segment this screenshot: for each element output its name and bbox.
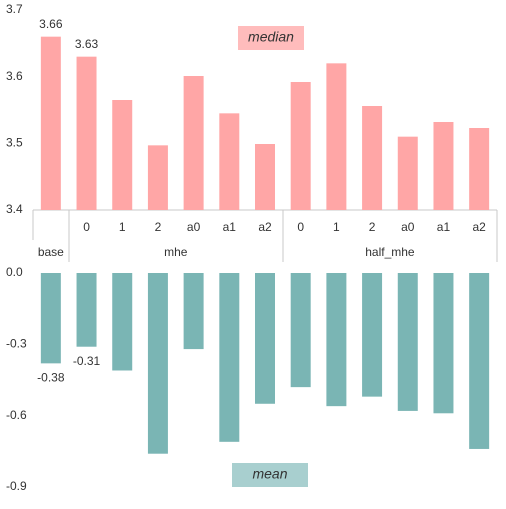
x-tick-label: a2 <box>258 220 272 234</box>
bar <box>112 273 133 371</box>
x-tick-label: 2 <box>155 220 162 234</box>
x-tick-label: a2 <box>472 220 486 234</box>
group-label: base <box>38 245 64 259</box>
bar <box>147 273 168 454</box>
bar <box>362 106 383 210</box>
x-tick-label: a1 <box>437 220 451 234</box>
bar <box>76 273 97 347</box>
bar <box>397 136 418 210</box>
bar <box>183 273 204 350</box>
bar <box>290 82 311 210</box>
bar <box>290 273 311 388</box>
y-tick-label: 3.4 <box>6 202 23 216</box>
title-box <box>232 463 308 487</box>
x-tick-label: 1 <box>333 220 340 234</box>
x-tick-label: a0 <box>187 220 201 234</box>
bar <box>433 273 454 414</box>
bar <box>469 128 490 210</box>
y-tick-label: -0.6 <box>6 408 27 422</box>
bar <box>219 273 240 442</box>
x-tick-label: a1 <box>223 220 237 234</box>
x-tick-label: 0 <box>83 220 90 234</box>
bar <box>362 273 383 397</box>
title-box <box>238 26 304 50</box>
x-tick-label: 0 <box>297 220 304 234</box>
bar <box>147 145 168 210</box>
y-tick-label: 0.0 <box>6 265 23 279</box>
group-label: half_mhe <box>365 245 415 259</box>
y-tick-label: 3.6 <box>6 69 23 83</box>
data-label: -0.31 <box>73 354 101 368</box>
chart-title: median <box>248 29 294 45</box>
bar <box>255 273 275 404</box>
bar <box>397 273 418 411</box>
y-tick-label: 3.5 <box>6 136 23 150</box>
y-tick-label: 3.7 <box>6 2 23 16</box>
data-label: -0.38 <box>37 371 65 385</box>
bar <box>433 122 454 210</box>
y-tick-label: -0.9 <box>6 479 27 493</box>
x-tick-label: 2 <box>369 220 376 234</box>
x-tick-label: 1 <box>119 220 126 234</box>
bar <box>469 273 490 449</box>
bar <box>326 273 347 407</box>
bar <box>255 144 275 210</box>
y-tick-label: -0.3 <box>6 337 27 351</box>
bar <box>40 36 61 210</box>
x-tick-label: a0 <box>401 220 415 234</box>
bar <box>40 273 61 364</box>
bar <box>76 56 97 210</box>
bar <box>326 63 347 211</box>
group-label: mhe <box>164 245 188 259</box>
data-label: 3.63 <box>75 37 99 51</box>
chart-title: mean <box>252 466 287 482</box>
bar <box>219 113 240 210</box>
bar <box>112 100 133 210</box>
data-label: 3.66 <box>39 17 63 31</box>
bar <box>183 76 204 210</box>
